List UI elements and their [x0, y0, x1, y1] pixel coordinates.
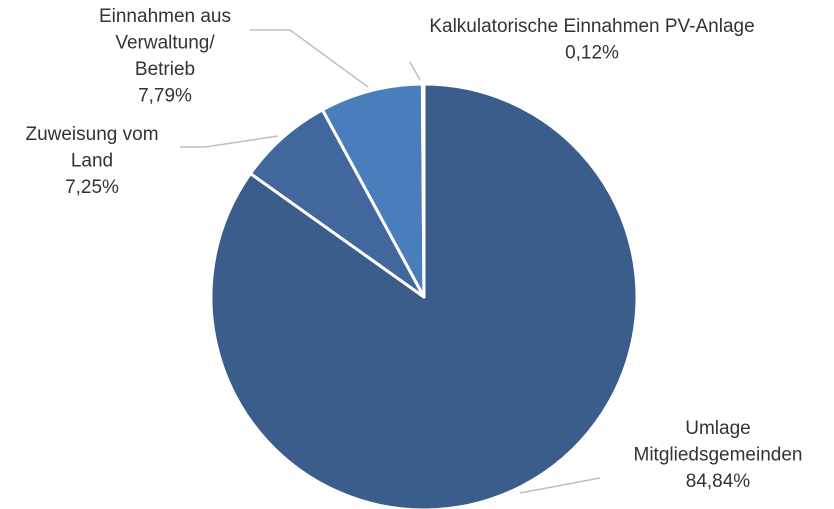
value-label: 7,25%: [65, 177, 119, 198]
leader-line: [180, 135, 279, 148]
pie-slice: [320, 82, 426, 299]
slice-label: Zuweisung vom Land: [25, 124, 158, 172]
slice-label: Einnahmen aus Verwaltung/Betrieb: [99, 6, 231, 80]
value-label: 84,84%: [686, 471, 751, 492]
value-label: 0,12%: [565, 43, 619, 64]
leader-line: [519, 477, 601, 494]
value-label: 7,79%: [138, 86, 192, 107]
leader-line: [409, 61, 421, 81]
slice-label: Umlage Mitgliedsgemeinden: [634, 418, 803, 466]
pie-slice: [209, 82, 639, 509]
pie-slice: [420, 82, 426, 299]
slice-label: Kalkulatorische Einnahmen PV-Anlage: [429, 16, 754, 37]
leader-line: [250, 29, 369, 88]
